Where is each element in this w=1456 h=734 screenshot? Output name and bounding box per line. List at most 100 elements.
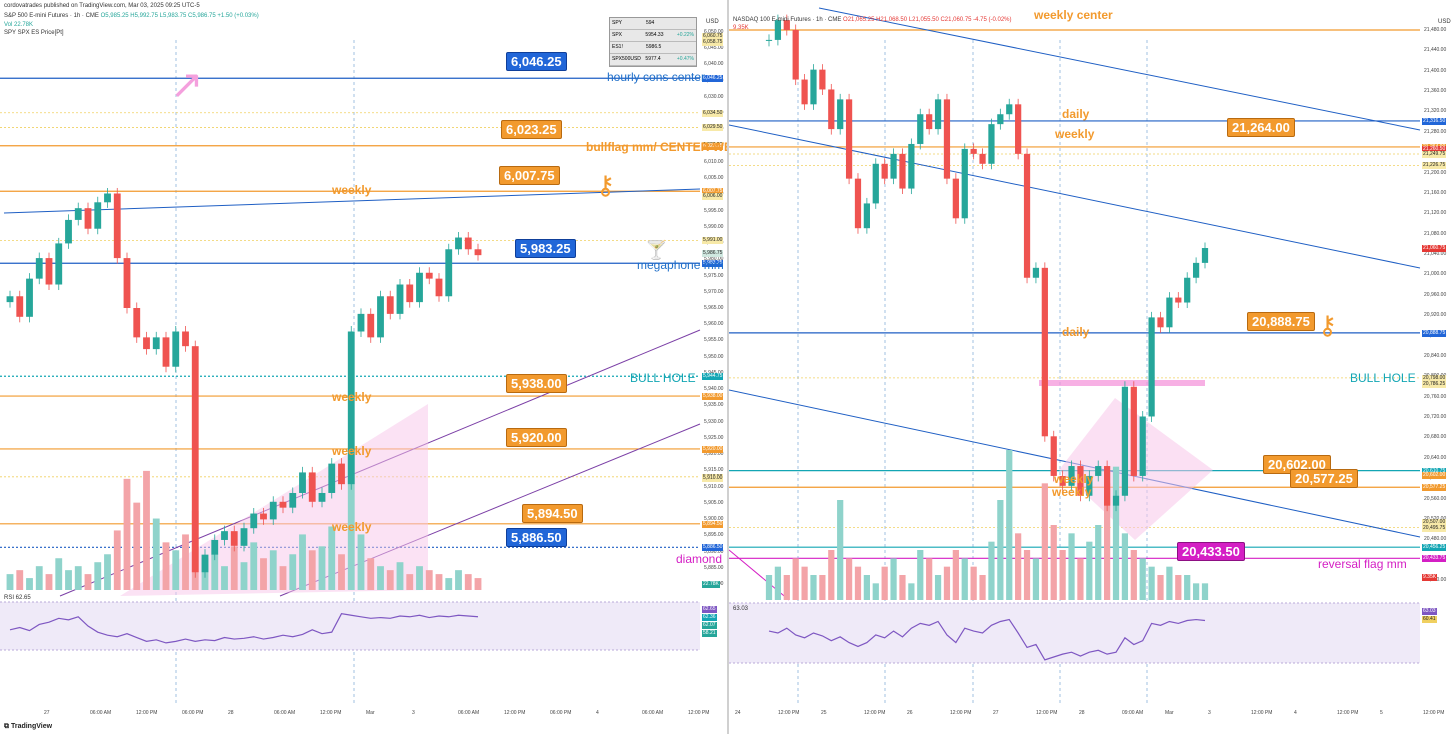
candle-body xyxy=(396,284,404,314)
x-axis-tick: 12:00 PM xyxy=(1423,710,1445,716)
price-axis-label: 21,260.50 xyxy=(1422,145,1447,153)
panel-divider xyxy=(727,0,729,734)
volume-bar xyxy=(260,558,267,590)
volume-bar xyxy=(917,550,924,600)
price-axis-label: 6,007.75 xyxy=(702,188,724,196)
nq-symbol: NASDAQ 100 E-mini Futures · 1h · CME xyxy=(733,17,842,23)
volume-bar xyxy=(1059,550,1066,600)
x-axis-tick: 06:00 AM xyxy=(90,710,112,716)
candle-body xyxy=(435,278,443,297)
price-annotation-tag: 6,046.25 xyxy=(506,52,567,71)
candle-body xyxy=(979,153,986,164)
y-axis-tick: 20,640.00 xyxy=(1424,454,1447,461)
trend-line xyxy=(729,124,1421,269)
volume-bar xyxy=(819,575,826,600)
candle-body xyxy=(35,258,43,279)
price-annotation-tag: 5,938.00 xyxy=(506,374,567,393)
x-axis-tick: 28 xyxy=(1079,710,1085,716)
volume-bar xyxy=(396,562,404,590)
candle-body xyxy=(783,20,790,30)
price-annotation-tag: 5,983.25 xyxy=(515,239,576,258)
x-axis-tick: 12:00 PM xyxy=(864,710,886,716)
candle-body xyxy=(455,237,462,250)
nq-chart-svg[interactable] xyxy=(729,0,1456,734)
volume-bar xyxy=(1192,583,1200,600)
y-axis-tick: 6,045.00 xyxy=(704,45,724,52)
volume-bar xyxy=(162,542,170,590)
y-axis-tick: 5,905.00 xyxy=(704,499,724,506)
volume-bar xyxy=(1121,533,1129,600)
candle-body xyxy=(792,30,799,80)
price-axis-label: 20,577.25 xyxy=(1422,484,1447,492)
price-axis-label: 20,456.25 xyxy=(1422,544,1447,552)
volume-bar xyxy=(152,518,160,590)
legend-row: SPX500USD 5977.4 +0.47% xyxy=(610,54,696,66)
es-futures-chart-panel[interactable]: cordovatrades published on TradingView.c… xyxy=(0,0,763,734)
rsi-pane-bg xyxy=(0,602,700,650)
volume-bar xyxy=(74,566,82,590)
volume-bar xyxy=(123,478,131,590)
candle-body xyxy=(854,178,862,229)
y-axis-tick: 5,990.00 xyxy=(704,223,724,230)
x-axis-tick: 12:00 PM xyxy=(688,710,710,716)
volume-bar xyxy=(45,574,53,590)
bull-hole-highlight xyxy=(1039,380,1205,386)
x-axis-tick: 12:00 PM xyxy=(1036,710,1058,716)
volume-bar xyxy=(1050,525,1057,600)
x-axis-tick: 12:00 PM xyxy=(778,710,800,716)
volume-bar xyxy=(1068,533,1075,600)
level-name-label: weekly xyxy=(332,520,372,534)
candle-body xyxy=(1148,317,1155,417)
candle-body xyxy=(6,296,14,303)
arrow-up-icon: ↗ xyxy=(170,63,204,107)
candle-body xyxy=(367,313,375,338)
candle-body xyxy=(386,296,394,314)
y-axis-tick: 21,440.00 xyxy=(1424,47,1447,54)
volume-bar xyxy=(979,575,986,600)
legend-cell xyxy=(676,42,680,53)
candle-body xyxy=(890,153,897,179)
es-chart-svg[interactable] xyxy=(0,0,728,734)
candle-body xyxy=(113,193,121,259)
candle-body xyxy=(1068,466,1075,486)
volume-bar xyxy=(445,578,453,590)
y-axis-tick: 20,840.00 xyxy=(1424,352,1447,359)
x-axis-tick: 06:00 PM xyxy=(550,710,572,716)
volume-bar xyxy=(863,575,870,600)
candle-body xyxy=(377,296,384,338)
candle-body xyxy=(961,148,968,219)
y-axis-tick: 5,955.00 xyxy=(704,337,724,344)
volume-bar xyxy=(474,578,482,590)
volume-bar xyxy=(1023,550,1031,600)
candle-body xyxy=(1157,317,1164,328)
candle-body xyxy=(1112,495,1120,506)
volume-bar xyxy=(1166,566,1173,600)
volume-bar xyxy=(1201,583,1209,600)
nq-futures-chart-panel[interactable]: NASDAQ 100 E-mini Futures · 1h · CME O21… xyxy=(729,0,1456,734)
x-axis-tick: 06:00 PM xyxy=(182,710,204,716)
price-axis-label: 6,058.75 xyxy=(702,38,724,46)
y-axis-tick: 20,720.00 xyxy=(1424,414,1447,421)
level-name-label: weekly xyxy=(332,183,372,197)
candle-body xyxy=(260,513,267,520)
left-currency: USD xyxy=(706,19,719,25)
candle-body xyxy=(1006,104,1013,115)
volume-bar xyxy=(1077,558,1084,600)
volume-bar xyxy=(908,583,915,600)
es-symbol-title: S&P 500 E-mini Futures · 1h · CME O5,985… xyxy=(4,12,259,20)
candle-body xyxy=(1015,104,1022,154)
volume-bar xyxy=(1148,566,1155,600)
candle-body xyxy=(230,531,238,546)
volume-bar xyxy=(1175,575,1182,600)
x-axis-tick: 3 xyxy=(1208,710,1211,716)
legend-cell: SPY xyxy=(612,20,623,26)
price-annotation-tag: 5,894.50 xyxy=(522,504,583,523)
y-axis-tick: 5,935.00 xyxy=(704,402,724,409)
publish-info: cordovatrades published on TradingView.c… xyxy=(4,3,200,9)
candle-body xyxy=(1201,248,1209,263)
candle-body xyxy=(425,272,433,279)
candle-body xyxy=(55,243,63,285)
volume-bar xyxy=(377,566,384,590)
volume-bar xyxy=(230,546,238,590)
price-axis-label: 5,886.50 xyxy=(702,544,724,552)
